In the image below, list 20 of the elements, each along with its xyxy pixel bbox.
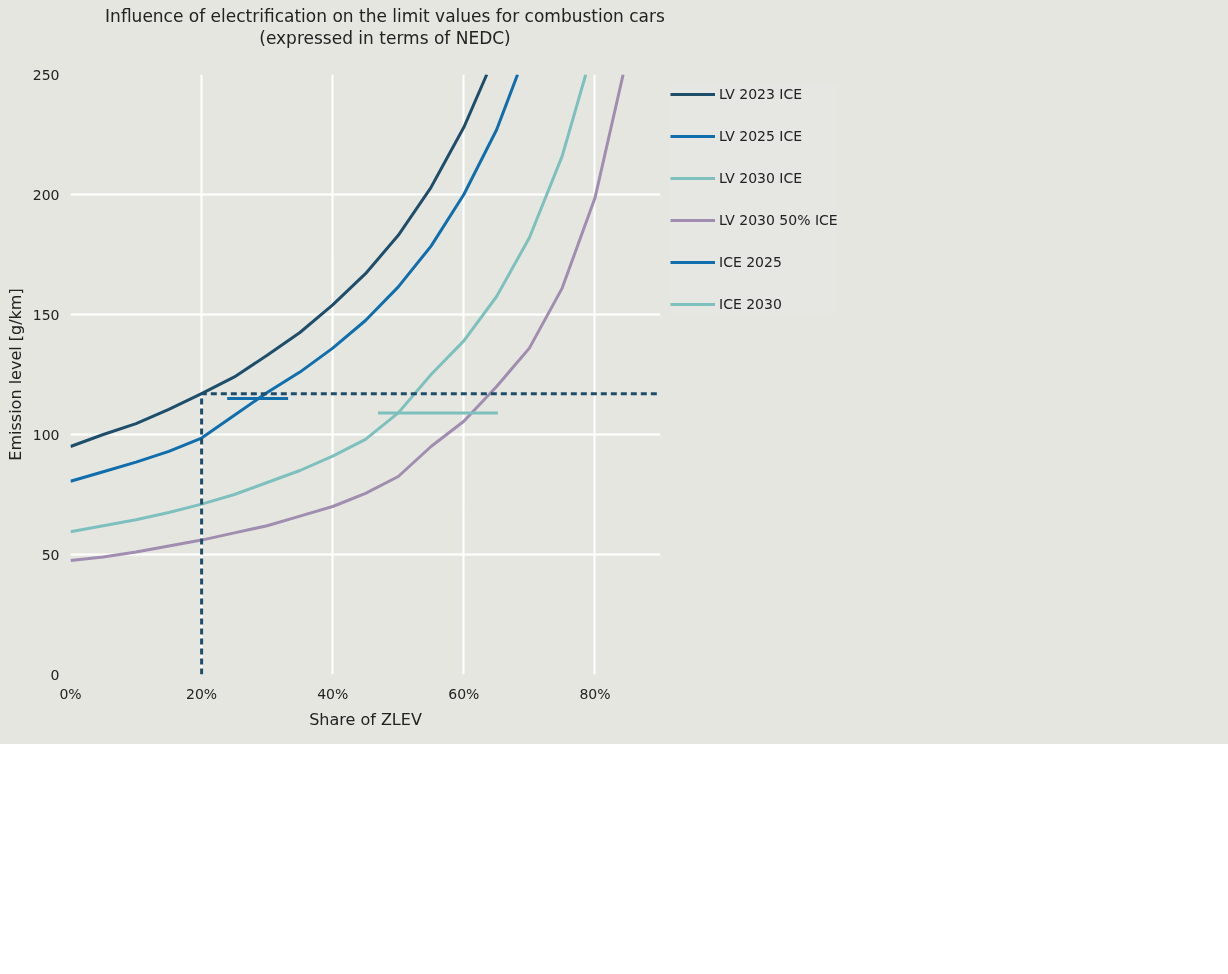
x-tick-label: 80% [579, 685, 611, 702]
y-tick-label: 250 [32, 66, 60, 83]
legend-label: ICE 2025 [719, 254, 782, 271]
x-tick-label: 60% [448, 685, 480, 702]
y-tick-label: 50 [41, 546, 60, 563]
y-tick-label: 100 [32, 426, 60, 443]
y-tick-label: 0 [50, 666, 60, 683]
legend-label: LV 2030 ICE [719, 170, 803, 187]
legend-label: LV 2023 ICE [719, 86, 803, 103]
y-tick-label: 150 [32, 306, 60, 323]
chart-title: Influence of electrification on the limit values for combustion cars (expressed in terms of NEDC) [105, 5, 665, 50]
x-axis-title: Share of ZLEV [309, 709, 422, 729]
x-tick-label: 40% [317, 685, 349, 702]
y-axis-title: Emission level [g/km] [5, 288, 25, 461]
legend-label: LV 2025 ICE [719, 128, 803, 145]
legend-label: LV 2030 50% ICE [719, 212, 838, 229]
x-tick-label: 0% [59, 685, 82, 702]
y-tick-label: 200 [32, 186, 60, 203]
legend-label: ICE 2030 [719, 296, 782, 313]
x-tick-label: 20% [186, 685, 218, 702]
